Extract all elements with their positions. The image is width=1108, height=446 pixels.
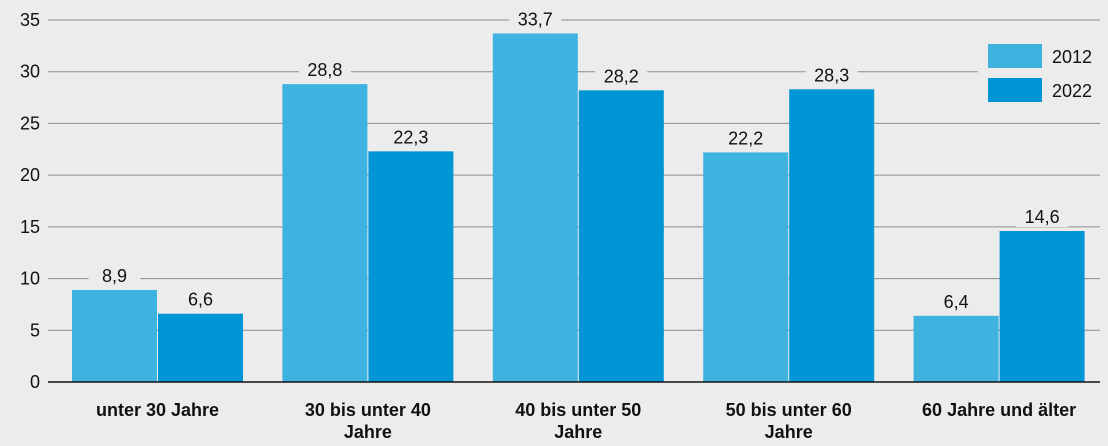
x-tick-label: 40 bis unter 50 (515, 400, 641, 420)
bar (72, 289, 157, 382)
bar (492, 33, 578, 383)
data-label-bg (384, 125, 437, 148)
legend-swatch (988, 44, 1042, 68)
y-tick-label: 0 (30, 372, 40, 392)
y-tick-label: 25 (20, 113, 40, 133)
data-label-bg (298, 58, 351, 81)
bar (282, 84, 368, 382)
x-tick-label: Jahre (344, 422, 392, 442)
data-label: 8,9 (102, 266, 127, 286)
bar (703, 152, 789, 382)
y-tick-label: 20 (20, 165, 40, 185)
bar (158, 313, 243, 382)
data-labels: 8,9 6,6 28,8 22,3 33,7 28,2 22,2 28,3 6,4 14,6 (88, 7, 1069, 312)
data-label: 28,3 (814, 65, 849, 85)
data-label: 33,7 (518, 9, 553, 29)
data-label: 6,6 (188, 290, 213, 310)
data-label: 28,8 (307, 60, 342, 80)
data-label-bg (595, 64, 648, 87)
data-label: 28,2 (604, 66, 639, 86)
y-tick-label: 15 (20, 217, 40, 237)
x-tick-label: Jahre (765, 422, 813, 442)
data-label-bg (174, 287, 227, 310)
data-label-bg (805, 63, 858, 86)
bar (368, 151, 454, 382)
data-label-bg (509, 7, 562, 30)
y-tick-label: 5 (30, 320, 40, 340)
bar (913, 315, 999, 382)
y-tick-label: 35 (20, 10, 40, 30)
data-label-bg (719, 126, 772, 149)
legend-swatch (988, 78, 1042, 102)
legend: 2012 2022 (978, 38, 1106, 106)
y-tick-label: 10 (20, 269, 40, 289)
data-label-bg (88, 263, 141, 286)
bar (999, 230, 1085, 382)
legend-label: 2022 (1052, 81, 1092, 101)
data-label: 22,2 (728, 128, 763, 148)
data-label: 14,6 (1025, 207, 1060, 227)
data-label: 22,3 (393, 127, 428, 147)
x-tick-label: unter 30 Jahre (96, 400, 219, 420)
data-label-bg (930, 289, 983, 312)
x-tick-label: 30 bis unter 40 (305, 400, 431, 420)
bar (789, 89, 875, 382)
y-tick-label: 30 (20, 62, 40, 82)
x-tick-label: 50 bis unter 60 (726, 400, 852, 420)
data-label-bg (1016, 204, 1069, 227)
data-label: 6,4 (944, 292, 969, 312)
x-tick-label: Jahre (554, 422, 602, 442)
bars (72, 33, 1085, 383)
legend-label: 2012 (1052, 47, 1092, 67)
bar (578, 90, 664, 383)
y-axis: 0 5 10 15 20 25 30 35 (20, 10, 40, 392)
x-tick-label: 60 Jahre und älter (922, 400, 1076, 420)
